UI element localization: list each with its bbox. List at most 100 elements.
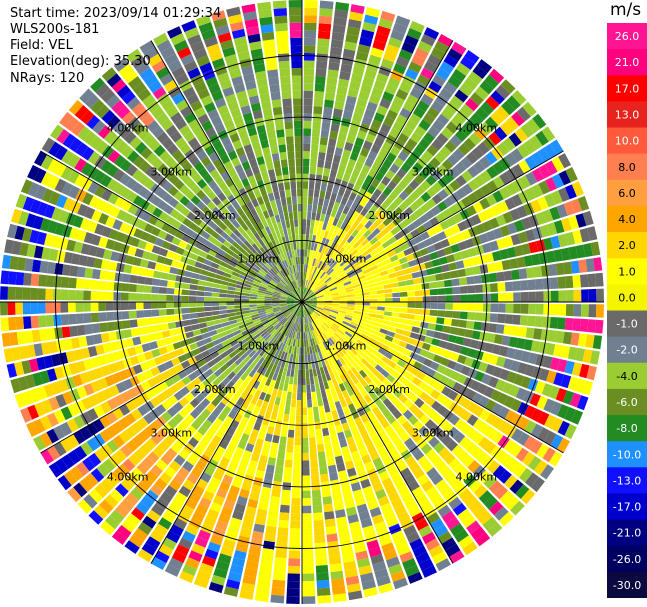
gate-cell [489, 68, 505, 84]
gate-cell [361, 291, 370, 296]
gate-cell [359, 36, 373, 47]
gate-cell [414, 409, 425, 420]
gate-cell [361, 250, 370, 258]
gate-cell [254, 148, 263, 158]
gate-cell [278, 253, 284, 262]
gate-cell [346, 134, 356, 144]
gate-cell [244, 375, 253, 384]
gate-cell [137, 276, 146, 285]
gate-cell [132, 364, 143, 375]
gate-cell [264, 433, 273, 443]
gate-cell [278, 405, 285, 414]
gate-cell [302, 573, 315, 582]
gate-cell [518, 175, 531, 189]
gate-cell [252, 55, 265, 66]
gate-cell [40, 171, 54, 187]
range-ring-label: 4.00km [456, 122, 498, 135]
gate-cell [58, 237, 69, 250]
gate-cell [141, 456, 155, 470]
gate-cell [271, 388, 278, 397]
gate-cell [288, 330, 293, 338]
gate-cell [303, 166, 310, 174]
gate-cell [317, 375, 323, 384]
gate-cell [290, 45, 302, 54]
gate-cell [497, 200, 509, 213]
gate-cell [371, 344, 381, 352]
gate-cell [463, 77, 478, 91]
gate-cell [310, 158, 317, 167]
gate-cell [336, 171, 344, 180]
gate-cell [410, 265, 419, 273]
gate-cell [341, 546, 354, 556]
gate-cell [307, 315, 311, 324]
gate-cell [173, 288, 182, 295]
gate-cell [179, 419, 190, 431]
gate-cell [253, 445, 262, 455]
gate-cell [241, 302, 250, 305]
gate-cell [369, 309, 377, 314]
gate-cell [204, 306, 212, 312]
gate-cell [161, 99, 175, 112]
gate-cell [320, 284, 328, 290]
gate-cell [250, 234, 258, 243]
gate-cell [300, 309, 302, 318]
gate-cell [305, 272, 309, 280]
gate-cell [113, 57, 129, 72]
gate-cell [426, 368, 436, 378]
gate-cell [182, 283, 191, 290]
gate-cell [347, 350, 355, 359]
gate-cell [315, 319, 321, 327]
gate-cell [358, 510, 371, 521]
gate-cell [406, 313, 415, 320]
gate-cell [338, 308, 347, 312]
gate-cell [499, 490, 514, 505]
gate-cell [503, 236, 514, 248]
gate-cell [237, 464, 247, 474]
gate-cell [323, 435, 331, 444]
gate-cell [495, 84, 511, 100]
gate-cell [402, 330, 412, 337]
gate-cell [393, 264, 403, 272]
gate-cell [173, 253, 183, 262]
gate-cell [290, 226, 295, 235]
gate-cell [127, 346, 137, 357]
gate-cell [317, 318, 324, 325]
gate-cell [346, 506, 357, 517]
gate-cell [392, 292, 400, 298]
gate-cell [316, 304, 325, 307]
gate-cell [529, 135, 543, 150]
gate-cell [283, 212, 289, 221]
gate-cell [34, 151, 47, 167]
gate-cell [219, 289, 228, 294]
gate-cell [290, 265, 295, 274]
gate-cell [279, 512, 290, 521]
gate-cell [380, 58, 394, 70]
gate-cell [314, 320, 320, 328]
gate-cell [395, 373, 406, 383]
gate-cell [220, 317, 229, 323]
gate-cell [121, 145, 134, 159]
gate-cell [261, 255, 269, 263]
gate-cell [306, 377, 310, 385]
gate-cell [166, 530, 181, 544]
gate-cell [326, 267, 333, 274]
gate-cell [276, 458, 285, 467]
gate-cell [232, 190, 242, 201]
gate-cell [188, 302, 197, 307]
colorbar-segment [607, 388, 647, 416]
gate-cell [186, 93, 200, 105]
gate-cell [218, 513, 231, 524]
gate-cell [306, 323, 310, 332]
gate-cell [369, 333, 378, 340]
colorbar: 26.021.017.013.010.08.06.04.02.01.00.0-1… [607, 23, 647, 598]
gate-cell [303, 324, 305, 333]
gate-cell [361, 308, 370, 313]
gate-cell [284, 375, 290, 384]
gate-cell [178, 240, 188, 249]
gate-cell [329, 313, 338, 318]
colorbar-tick-label: 4.0 [618, 213, 636, 226]
gate-cell [573, 289, 582, 302]
gate-cell [189, 284, 198, 291]
gate-cell [367, 283, 376, 288]
gate-cell [247, 127, 258, 137]
